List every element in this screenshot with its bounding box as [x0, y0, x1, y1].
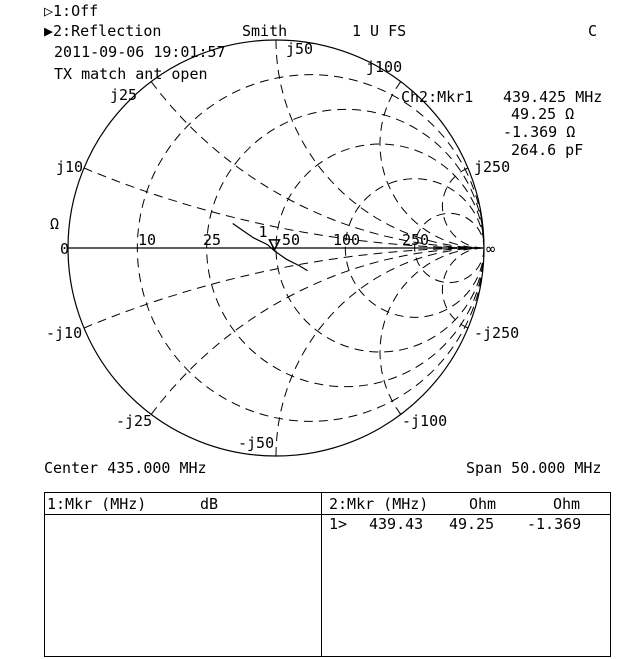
resistance-label: 10 [138, 231, 156, 249]
row-reactance: -1.369 [527, 515, 582, 533]
smith-chart: Ω0 10 25 50 100 250 ∞ j10 j25 j50 j100 j250 -j10 -j25… [46, 39, 519, 457]
reactance-label: j100 [366, 58, 402, 76]
resistance-label: 0 [60, 240, 69, 258]
resistance-label: 100 [333, 231, 360, 249]
reactance-label: j50 [286, 40, 313, 58]
scale-label: 1 U FS [352, 22, 407, 40]
table-header-divider [45, 514, 610, 515]
marker-readout-capacitance: 264.6 pF [511, 141, 584, 159]
reactance-label: j25 [110, 86, 137, 104]
marker-readout-resistance: 49.25 Ω [511, 105, 575, 123]
right-header-unit-2: Ohm [553, 495, 581, 513]
marker-readout-freq: 439.425 MHz [503, 88, 603, 106]
marker-triangle [268, 239, 281, 252]
trace-note: TX match ant open [54, 65, 208, 83]
cal-flag: C [588, 22, 598, 40]
marker-table: 1:Mkr (MHz) dB 2:Mkr (MHz) Ohm Ohm 1> 43… [44, 492, 611, 657]
marker-label: 1 [258, 223, 267, 241]
reactance-label: j250 [474, 158, 510, 176]
resistance-label: 25 [203, 231, 221, 249]
resistance-label-infinity: ∞ [486, 240, 495, 258]
reactance-label: -j50 [238, 434, 274, 452]
span-frequency[interactable]: Span 50.000 MHz [466, 459, 602, 477]
left-header-unit: dB [200, 495, 219, 513]
marker-readout-reactance: -1.369 Ω [503, 123, 576, 141]
resistance-label: 50 [282, 231, 300, 249]
reactance-label: -j10 [46, 324, 82, 342]
reactance-label: -j25 [116, 412, 152, 430]
channel-2-status[interactable]: ▶2:Reflection [44, 22, 162, 40]
reactance-label: -j100 [402, 412, 447, 430]
reactance-label: j10 [56, 158, 83, 176]
channel-1-status[interactable]: ▷1:Off [44, 2, 99, 20]
center-frequency[interactable]: Center 435.000 MHz [44, 459, 207, 477]
row-marker: 1> [329, 515, 348, 533]
resistance-label: 250 [402, 231, 429, 249]
marker-readout-title: Ch2:Mkr1 [401, 88, 474, 106]
z0-label: Ω [50, 215, 59, 233]
row-resistance: 49.25 [449, 515, 495, 533]
right-header-marker: 2:Mkr (MHz) [329, 495, 429, 513]
reactance-label: -j250 [474, 324, 519, 342]
reactance-arc-negative [441, 247, 484, 329]
format-label: Smith [242, 22, 288, 40]
right-header-unit-1: Ohm [469, 495, 497, 513]
reactance-arc-positive [379, 81, 484, 249]
left-header-marker: 1:Mkr (MHz) [47, 495, 147, 513]
reactance-arc-negative [379, 247, 484, 415]
row-freq: 439.43 [369, 515, 424, 533]
timestamp: 2011-09-06 19:01:57 [54, 43, 226, 61]
table-divider [321, 493, 322, 656]
